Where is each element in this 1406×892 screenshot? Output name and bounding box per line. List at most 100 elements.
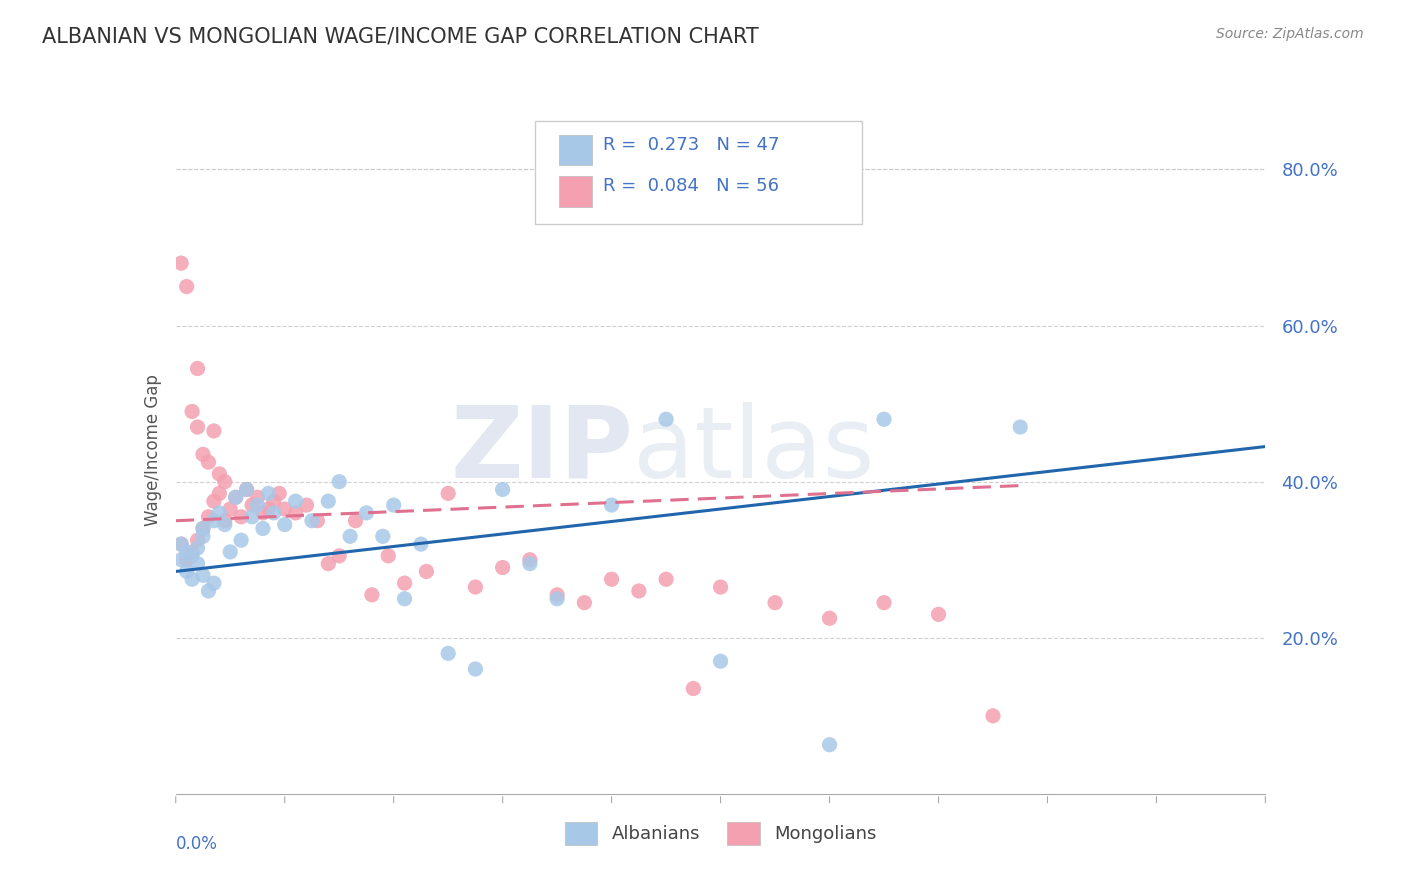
- Point: [176, 545, 198, 559]
- Point: [546, 591, 568, 606]
- Point: [240, 509, 263, 524]
- Point: [181, 545, 204, 559]
- Point: [415, 565, 437, 579]
- Point: [186, 541, 209, 555]
- Point: [257, 502, 280, 516]
- Point: [492, 560, 515, 574]
- Legend: Albanians, Mongolians: Albanians, Mongolians: [555, 814, 886, 854]
- Point: [219, 502, 242, 516]
- Point: [356, 506, 378, 520]
- Point: [246, 498, 269, 512]
- Point: [818, 738, 841, 752]
- Text: R =  0.084   N = 56: R = 0.084 N = 56: [603, 177, 779, 195]
- Point: [202, 514, 225, 528]
- Point: [519, 552, 541, 567]
- Point: [339, 529, 361, 543]
- Point: [214, 517, 236, 532]
- Point: [360, 588, 382, 602]
- Point: [307, 514, 329, 528]
- FancyBboxPatch shape: [536, 120, 862, 224]
- Point: [225, 490, 247, 504]
- Point: [231, 533, 253, 548]
- Point: [394, 576, 416, 591]
- Point: [181, 549, 204, 563]
- Point: [197, 583, 219, 598]
- Text: ALBANIAN VS MONGOLIAN WAGE/INCOME GAP CORRELATION CHART: ALBANIAN VS MONGOLIAN WAGE/INCOME GAP CO…: [42, 27, 759, 46]
- Point: [600, 572, 623, 586]
- Point: [318, 494, 340, 508]
- Bar: [560, 135, 592, 165]
- Point: [186, 361, 209, 376]
- Point: [263, 494, 285, 508]
- Point: [710, 654, 733, 668]
- Point: [873, 596, 896, 610]
- Point: [328, 549, 350, 563]
- Point: [437, 486, 460, 500]
- Point: [208, 486, 231, 500]
- Point: [437, 646, 460, 660]
- Point: [191, 521, 214, 535]
- Point: [202, 576, 225, 591]
- Point: [377, 549, 399, 563]
- Point: [301, 514, 323, 528]
- Point: [197, 455, 219, 469]
- Point: [181, 572, 204, 586]
- Point: [214, 475, 236, 489]
- Point: [240, 498, 263, 512]
- Point: [655, 412, 678, 426]
- Point: [409, 537, 432, 551]
- Point: [252, 506, 274, 520]
- Point: [176, 552, 198, 567]
- Bar: [560, 176, 592, 207]
- Point: [274, 517, 297, 532]
- Point: [170, 256, 193, 270]
- Text: R =  0.273   N = 47: R = 0.273 N = 47: [603, 136, 779, 153]
- Point: [1010, 420, 1032, 434]
- Point: [186, 557, 209, 571]
- Point: [235, 483, 257, 497]
- Text: ZIP: ZIP: [450, 402, 633, 499]
- Text: Source: ZipAtlas.com: Source: ZipAtlas.com: [1216, 27, 1364, 41]
- Point: [328, 475, 350, 489]
- Point: [191, 568, 214, 582]
- Text: 0.0%: 0.0%: [176, 835, 218, 853]
- Point: [231, 509, 253, 524]
- Point: [235, 483, 257, 497]
- Point: [191, 447, 214, 461]
- Point: [208, 506, 231, 520]
- Point: [318, 557, 340, 571]
- Point: [186, 533, 209, 548]
- Point: [269, 486, 291, 500]
- Point: [928, 607, 950, 622]
- Point: [600, 498, 623, 512]
- Point: [546, 588, 568, 602]
- Point: [214, 514, 236, 528]
- Point: [464, 662, 486, 676]
- Point: [246, 490, 269, 504]
- Y-axis label: Wage/Income Gap: Wage/Income Gap: [143, 375, 162, 526]
- Point: [191, 529, 214, 543]
- Point: [710, 580, 733, 594]
- Point: [170, 537, 193, 551]
- Point: [873, 412, 896, 426]
- Point: [225, 490, 247, 504]
- Point: [170, 537, 193, 551]
- Point: [464, 580, 486, 594]
- Point: [197, 509, 219, 524]
- Point: [295, 498, 318, 512]
- Point: [191, 521, 214, 535]
- Point: [181, 404, 204, 418]
- Point: [202, 424, 225, 438]
- Point: [274, 502, 297, 516]
- Point: [818, 611, 841, 625]
- Point: [176, 279, 198, 293]
- Point: [186, 420, 209, 434]
- Point: [394, 591, 416, 606]
- Point: [263, 506, 285, 520]
- Point: [519, 557, 541, 571]
- Text: atlas: atlas: [633, 402, 875, 499]
- Point: [981, 708, 1004, 723]
- Point: [655, 572, 678, 586]
- Point: [176, 565, 198, 579]
- Point: [763, 596, 786, 610]
